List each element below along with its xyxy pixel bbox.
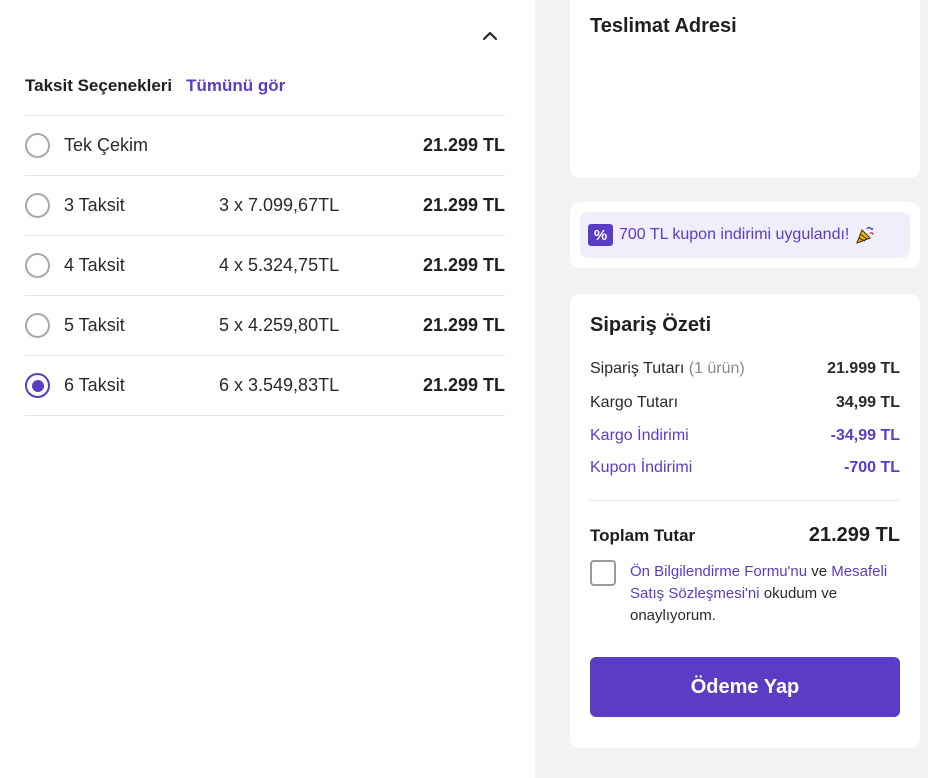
order-summary-card: Sipariş Özeti Sipariş Tutarı (1 ürün) 21… — [570, 294, 920, 748]
installment-total: 21.299 TL — [422, 255, 505, 275]
installment-option[interactable]: 4 Taksit 4 x 5.324,75TL 21.299 TL — [25, 236, 505, 296]
installment-header: Taksit Seçenekleri Tümünü gör — [25, 76, 285, 96]
installment-total: 21.299 TL — [422, 135, 505, 155]
installment-option[interactable]: 6 Taksit 6 x 3.549,83TL 21.299 TL — [25, 356, 505, 416]
installment-monthly: 4 x 5.324,75TL — [219, 255, 340, 275]
installment-label: 5 Taksit — [64, 315, 125, 335]
installment-total: 21.299 TL — [422, 375, 505, 395]
order-summary-title: Sipariş Özeti — [590, 314, 712, 336]
order-amount-row: Sipariş Tutarı (1 ürün) 21.999 TL — [590, 360, 900, 378]
installment-panel: Taksit Seçenekleri Tümünü gör Tek Çekim 2… — [0, 0, 535, 778]
installment-label: 6 Taksit — [64, 375, 125, 395]
installment-label: 4 Taksit — [64, 255, 125, 275]
delivery-address-title: Teslimat Adresi — [590, 15, 737, 37]
shipping-discount-label: Kargo İndirimi — [590, 427, 689, 444]
collapse-button[interactable] — [476, 22, 504, 50]
installment-radio[interactable] — [25, 133, 50, 158]
installment-option[interactable]: 3 Taksit 3 x 7.099,67TL 21.299 TL — [25, 176, 505, 236]
agreement-text-and: ve — [807, 563, 832, 580]
coupon-discount-value: -700 TL — [843, 459, 900, 476]
shipping-row: Kargo Tutarı 34,99 TL — [590, 394, 900, 412]
shipping-discount-row: Kargo İndirimi -34,99 TL — [590, 427, 900, 445]
total-label: Toplam Tutar — [590, 526, 696, 545]
delivery-address-card: Teslimat Adresi — [570, 0, 920, 178]
shipping-discount-value: -34,99 TL — [830, 427, 900, 444]
shipping-label: Kargo Tutarı — [590, 394, 679, 411]
see-all-link[interactable]: Tümünü gör — [186, 76, 286, 95]
installment-monthly: 5 x 4.259,80TL — [219, 315, 340, 335]
installment-option[interactable]: Tek Çekim 21.299 TL — [25, 116, 505, 176]
installment-radio[interactable] — [25, 373, 50, 398]
agreement-text: Ön Bilgilendirme Formu'nu ve Mesafeli Sa… — [630, 561, 902, 627]
total-row: Toplam Tutar 21.299 TL — [590, 524, 900, 547]
installment-title: Taksit Seçenekleri — [25, 76, 173, 95]
installment-total: 21.299 TL — [422, 195, 505, 215]
installment-label: 3 Taksit — [64, 195, 125, 215]
agreement-checkbox[interactable] — [590, 560, 616, 586]
chevron-up-icon — [482, 31, 498, 41]
preliminary-info-link[interactable]: Ön Bilgilendirme Formu'nu — [630, 563, 808, 580]
installment-monthly: 6 x 3.549,83TL — [219, 375, 340, 395]
installment-label: Tek Çekim — [64, 135, 149, 155]
installment-radio[interactable] — [25, 253, 50, 278]
coupon-discount-label: Kupon İndirimi — [590, 459, 693, 476]
installment-list: Tek Çekim 21.299 TL 3 Taksit 3 x 7.099,67TL… — [25, 115, 505, 416]
coupon-banner: % 700 TL kupon indirimi uygulandı! — [580, 212, 910, 258]
coupon-discount-row: Kupon İndirimi -700 TL — [590, 459, 900, 477]
installment-option[interactable]: 5 Taksit 5 x 4.259,80TL 21.299 TL — [25, 296, 505, 356]
order-amount-label-wrap: Sipariş Tutarı (1 ürün) — [590, 360, 745, 378]
order-amount-label: Sipariş Tutarı — [590, 360, 685, 377]
pay-button[interactable]: Ödeme Yap — [590, 657, 900, 717]
total-value: 21.299 TL — [808, 524, 900, 546]
installment-monthly: 3 x 7.099,67TL — [219, 195, 340, 215]
distance-sales-link[interactable]: Mesafeli Satış Sözleşmesi'ni — [630, 563, 888, 602]
agreement-text-end: okudum ve onaylıyorum. — [630, 585, 838, 624]
party-popper-icon — [856, 226, 875, 244]
percent-icon: % — [588, 224, 613, 246]
summary-divider — [590, 500, 900, 501]
coupon-message: 700 TL kupon indirimi uygulandı! — [619, 226, 850, 243]
installment-radio[interactable] — [25, 193, 50, 218]
order-amount-value: 21.999 TL — [827, 360, 900, 377]
order-item-count: (1 ürün) — [688, 360, 745, 377]
installment-total: 21.299 TL — [422, 315, 505, 335]
shipping-value: 34,99 TL — [835, 394, 900, 411]
installment-radio[interactable] — [25, 313, 50, 338]
